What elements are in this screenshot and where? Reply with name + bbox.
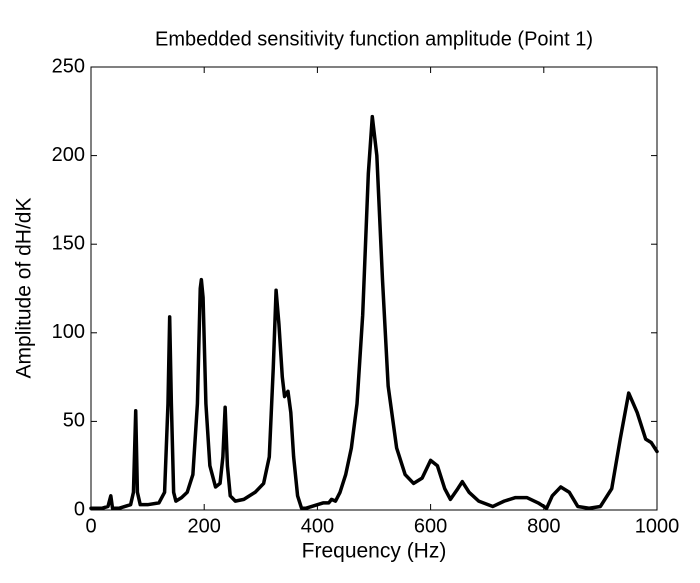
x-tick-label: 600: [414, 515, 447, 537]
x-tick-label: 0: [85, 515, 96, 537]
y-tick-label: 50: [63, 410, 85, 432]
y-tick-label: 100: [52, 321, 85, 343]
y-tick-label: 250: [52, 55, 85, 77]
data-line: [89, 114, 659, 510]
y-axis-label: Amplitude of dH/dK: [13, 198, 36, 379]
x-tick-label: 400: [301, 515, 334, 537]
x-tick-label: 800: [527, 515, 560, 537]
x-axis-label: Frequency (Hz): [302, 540, 447, 563]
chart-title: Embedded sensitivity function amplitude …: [155, 28, 593, 50]
y-tick-label: 150: [52, 232, 85, 254]
plot-frame: [90, 66, 658, 511]
x-tick-label: 200: [188, 515, 221, 537]
y-tick-label: 0: [74, 498, 85, 520]
x-tick-label: 1000: [635, 515, 680, 537]
y-tick-label: 200: [52, 144, 85, 166]
